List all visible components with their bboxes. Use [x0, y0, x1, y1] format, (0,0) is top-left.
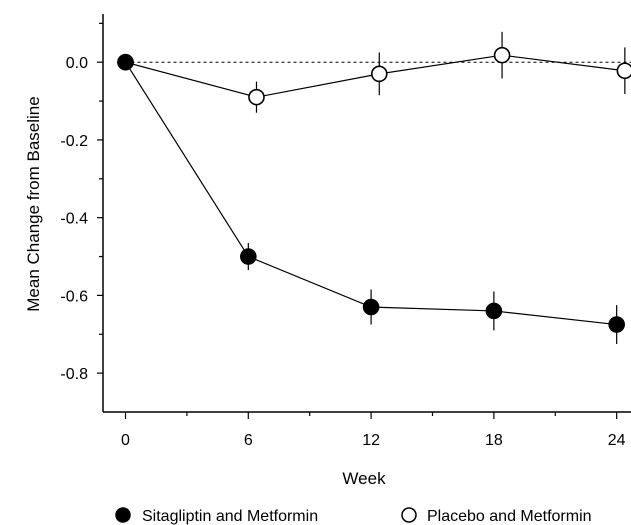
data-point	[616, 62, 631, 80]
data-point	[117, 53, 134, 71]
data-point	[493, 46, 511, 64]
x-tick-label: 18	[485, 432, 503, 449]
y-tick-label: -0.8	[60, 366, 88, 383]
x-tick-label: 24	[608, 432, 626, 449]
series-sitagliptin	[117, 53, 625, 344]
x-tick-label: 0	[121, 432, 130, 449]
legend-label-placebo: Placebo and Metformin	[427, 508, 592, 525]
y-axis-title: Mean Change from Baseline	[24, 96, 43, 311]
x-tick-label: 12	[362, 432, 380, 449]
data-point	[362, 298, 380, 316]
y-tick-label: -0.4	[60, 211, 88, 228]
series-placebo	[117, 31, 631, 113]
data-point	[485, 302, 503, 320]
data-point	[608, 316, 625, 333]
x-axis-title: Week	[342, 469, 386, 488]
x-tick-label: 6	[244, 432, 253, 449]
y-tick-label: -0.2	[60, 133, 88, 150]
data-point	[370, 65, 388, 83]
y-tick-label: 0.0	[66, 55, 88, 72]
y-tick-label: -0.6	[60, 288, 88, 305]
data-point	[240, 248, 257, 265]
legend-marker-placebo	[401, 507, 417, 523]
legend-label-sitagliptin: Sitagliptin and Metformin	[142, 508, 318, 525]
series-line	[125, 61, 617, 326]
series-group	[117, 31, 631, 344]
legend-marker-sitagliptin	[115, 507, 131, 523]
data-point	[248, 88, 265, 106]
axes: 0.0 -0.2 -0.4 -0.6 -0.8 0 6 12 18 24	[60, 14, 631, 449]
legend: Sitagliptin and Metformin Placebo and Me…	[115, 507, 592, 525]
